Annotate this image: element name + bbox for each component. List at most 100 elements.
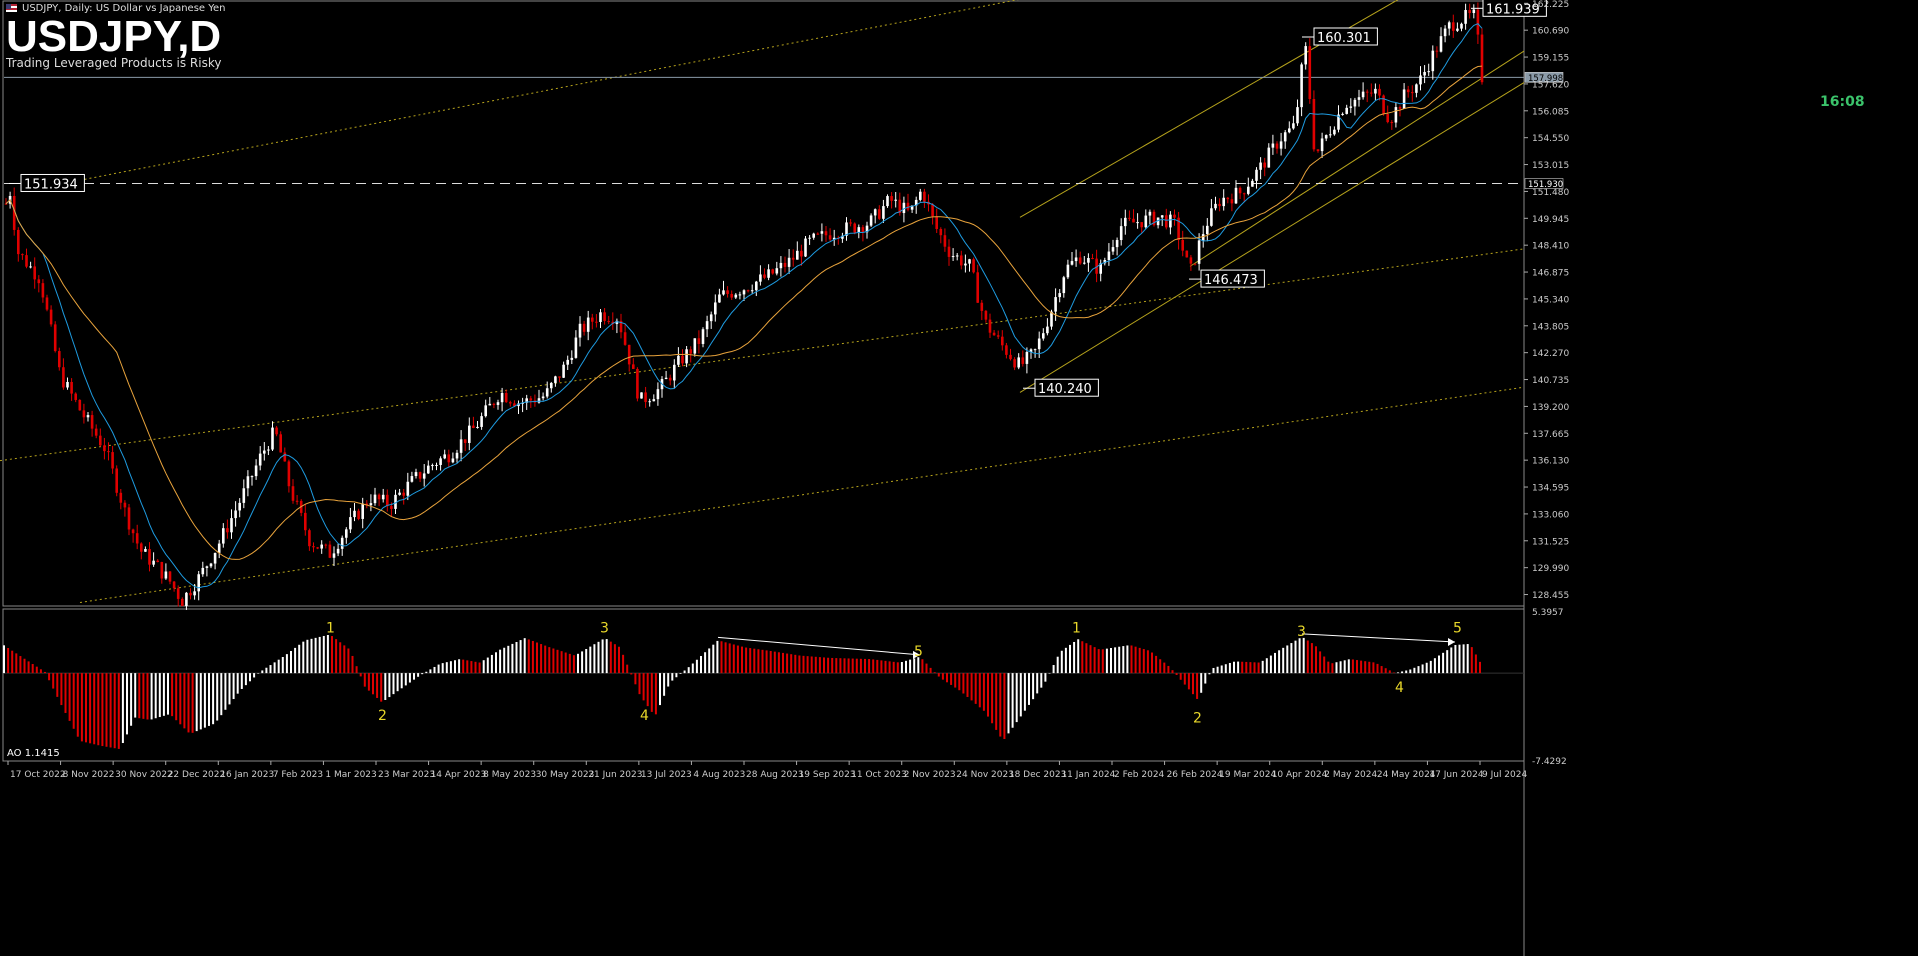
candle [726,286,729,298]
ao-bar [1466,644,1469,674]
ao-bar [318,636,321,674]
candle [632,358,635,370]
price-axis[interactable]: 162.225 160.690 159.155 157.620 156.085 154.5… [1524,0,1569,601]
ao-bar [1228,662,1231,674]
ao-bar [1364,661,1367,674]
price-label: 161.939 [1471,0,1547,17]
ao-bar [392,673,395,695]
ao-bar [1421,664,1424,674]
candle [730,290,733,300]
candle [459,430,463,462]
ao-bar [1081,641,1084,674]
ao-bar [105,673,108,747]
time-tick: 11 Jan 2024 [1061,770,1115,780]
candle [377,493,381,507]
ao-bar [1442,652,1445,674]
candle [869,213,873,228]
candle [779,256,783,277]
ao-bar [1093,647,1096,674]
ao-bar [646,673,649,707]
candle [25,248,28,269]
time-tick: 28 Aug 2023 [746,770,804,780]
candle [541,392,545,401]
ao-bar [413,673,415,680]
wave-label: 4 [1395,680,1404,696]
candle [1070,252,1074,266]
candle [82,403,86,424]
ao-bar [905,660,907,674]
ao-bar [478,662,481,674]
candle [496,399,500,410]
wave-label: 3 [600,620,609,636]
ao-bar [171,673,174,717]
ao-bar [228,673,231,705]
ao-bar [1224,664,1227,674]
price-tick: 149.945 [1532,215,1569,225]
ao-bar [675,673,678,678]
price-tick: 136.130 [1532,457,1569,467]
candle [1017,353,1020,370]
ao-bar [1429,660,1432,674]
candle [1230,193,1234,212]
candle-timer: 16:08 [1820,94,1865,110]
candle [865,221,869,239]
ao-bar [892,661,895,674]
candle [279,431,282,453]
candle [960,250,963,270]
price-tick: 145.340 [1532,295,1569,305]
ao-bar [749,648,752,674]
candle [492,402,496,409]
ao-bar [613,644,616,674]
ao-bar [421,673,424,675]
candle [595,314,598,328]
ao-bar [1077,639,1080,674]
candle [1345,104,1348,115]
ao-bar [1454,645,1457,674]
ao-bar [921,659,924,674]
ao-bar [769,650,772,674]
ao-bar [900,662,903,674]
ao-bar [72,673,75,729]
wave-label: 4 [640,708,649,724]
candle [414,468,418,479]
candle [697,330,701,354]
candle [824,226,828,242]
candle [66,377,69,390]
ao-bar [1388,670,1391,674]
ao-bar [1245,661,1248,674]
ao-bar [1327,661,1330,674]
ao-bar [1101,649,1104,674]
ao-bar [19,656,22,674]
candle [468,417,471,451]
candle [759,265,762,286]
candle [1415,83,1418,98]
candle [1226,196,1230,204]
wave-label: 1 [326,620,335,636]
ao-bar [1343,660,1346,674]
candle [1275,141,1279,154]
wave-label: 5 [1453,620,1462,636]
candle [1472,4,1476,19]
ao-bar [244,673,247,686]
candle [800,244,803,266]
candle [861,224,865,242]
ao-bar [581,651,584,674]
candle [443,449,446,460]
candle [258,446,262,471]
candle [472,416,475,429]
candle [857,224,861,239]
candle [12,187,16,236]
ao-bar [499,649,502,674]
candle [1234,180,1238,205]
candle [599,308,602,329]
ao-bar [212,673,215,725]
candle [78,399,82,411]
candle [1173,209,1176,226]
ao-bar [89,673,92,744]
candle [86,411,90,422]
candle [1386,105,1389,124]
ao-bar [995,673,998,730]
price-tick: 131.525 [1532,537,1569,547]
